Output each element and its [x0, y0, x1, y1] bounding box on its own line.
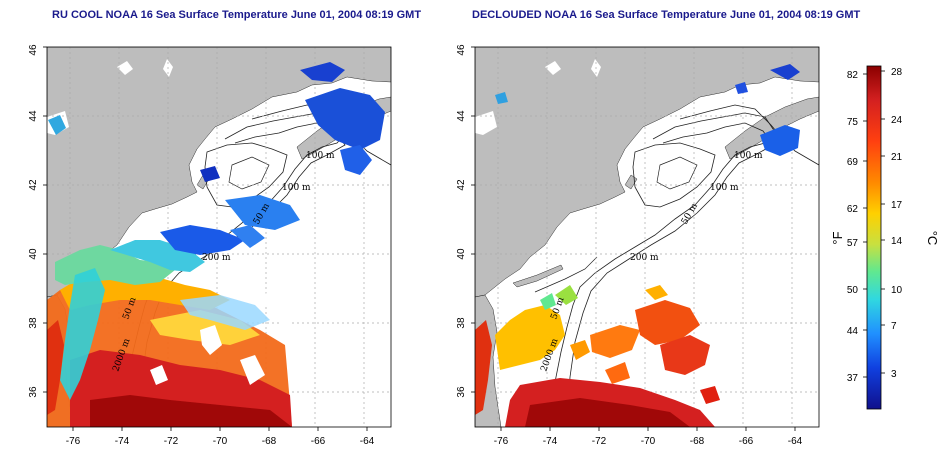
colorbar-f-tick: 75 — [847, 117, 859, 128]
colorbar-f-tick: 82 — [847, 70, 859, 81]
x-tick-label: -68 — [690, 436, 705, 447]
right-map-title: DECLOUDED NOAA 16 Sea Surface Temperatur… — [472, 9, 861, 21]
colorbar-c-tick: 7 — [891, 321, 897, 332]
colorbar-f-tick: 50 — [847, 285, 859, 296]
colorbar-c-tick: 14 — [891, 236, 903, 247]
colorbar-fahrenheit-ticks: 82 75 69 62 57 50 44 37 — [847, 70, 859, 384]
y-tick-label: 46 — [456, 44, 467, 56]
y-tick-label: 40 — [456, 248, 467, 260]
colorbar-f-tick: 69 — [847, 157, 859, 168]
x-tick-label: -66 — [311, 436, 326, 447]
x-tick-label: -72 — [164, 436, 179, 447]
colorbar-f-tick: 57 — [847, 238, 859, 249]
y-tick-label: 38 — [28, 317, 39, 329]
x-tick-label: -76 — [66, 436, 81, 447]
right-x-axis-ticks: -76 -74 -72 -70 -68 -66 -64 — [494, 436, 803, 447]
x-tick-label: -68 — [262, 436, 277, 447]
colorbar-celsius-ticks: 28 24 21 17 14 10 7 3 — [891, 67, 903, 380]
y-tick-label: 36 — [456, 386, 467, 398]
y-tick-label: 36 — [28, 386, 39, 398]
left-sst-layer — [47, 47, 391, 427]
x-tick-label: -64 — [360, 436, 375, 447]
contour-label: 200 m — [630, 253, 659, 263]
x-tick-label: -70 — [213, 436, 228, 447]
x-tick-label: -74 — [543, 436, 558, 447]
x-tick-label: -66 — [739, 436, 754, 447]
x-tick-label: -70 — [641, 436, 656, 447]
y-tick-label: 44 — [456, 110, 467, 122]
colorbar-fahrenheit-unit: °F — [830, 231, 845, 244]
y-tick-label: 38 — [456, 317, 467, 329]
x-tick-label: -76 — [494, 436, 509, 447]
y-tick-label: 40 — [28, 248, 39, 260]
colorbar: 82 75 69 62 57 50 44 37 28 24 21 17 14 1… — [830, 65, 940, 410]
right-y-axis-ticks: 36 38 40 42 44 46 — [456, 44, 467, 398]
colorbar-celsius-unit: °C — [925, 231, 940, 246]
y-tick-label: 42 — [28, 179, 39, 191]
right-sst-layer — [475, 47, 819, 427]
left-map-title: RU COOL NOAA 16 Sea Surface Temperature … — [52, 9, 422, 21]
contour-label: 200 m — [202, 253, 231, 263]
y-tick-label: 42 — [456, 179, 467, 191]
colorbar-c-tick: 3 — [891, 369, 897, 380]
colorbar-c-tick: 24 — [891, 115, 903, 126]
contour-label: 100 m — [710, 183, 739, 193]
y-tick-label: 46 — [28, 44, 39, 56]
x-tick-label: -64 — [788, 436, 803, 447]
colorbar-c-tick: 10 — [891, 285, 903, 296]
y-tick-label: 44 — [28, 110, 39, 122]
right-map-panel: 100 m 100 m 50 m 200 m 50 m 2000 m -76 -… — [456, 44, 820, 447]
colorbar-c-tick: 17 — [891, 200, 903, 211]
left-map-border — [46, 46, 392, 428]
left-map-panel: 100 m 100 m 50 m 200 m 50 m 2000 m -76 -… — [28, 44, 392, 447]
colorbar-c-tick: 28 — [891, 67, 903, 78]
colorbar-c-tick: 21 — [891, 152, 903, 163]
right-map-border — [474, 46, 820, 428]
contour-label: 100 m — [306, 151, 335, 161]
contour-label: 100 m — [734, 151, 763, 161]
x-tick-label: -74 — [115, 436, 130, 447]
colorbar-f-tick: 37 — [847, 373, 859, 384]
colorbar-f-tick: 62 — [847, 204, 859, 215]
x-tick-label: -72 — [592, 436, 607, 447]
contour-label: 100 m — [282, 183, 311, 193]
left-y-axis-ticks: 36 38 40 42 44 46 — [28, 44, 39, 398]
colorbar-f-tick: 44 — [847, 326, 859, 337]
left-x-axis-ticks: -76 -74 -72 -70 -68 -66 -64 — [66, 436, 375, 447]
colorbar-gradient — [866, 65, 882, 410]
